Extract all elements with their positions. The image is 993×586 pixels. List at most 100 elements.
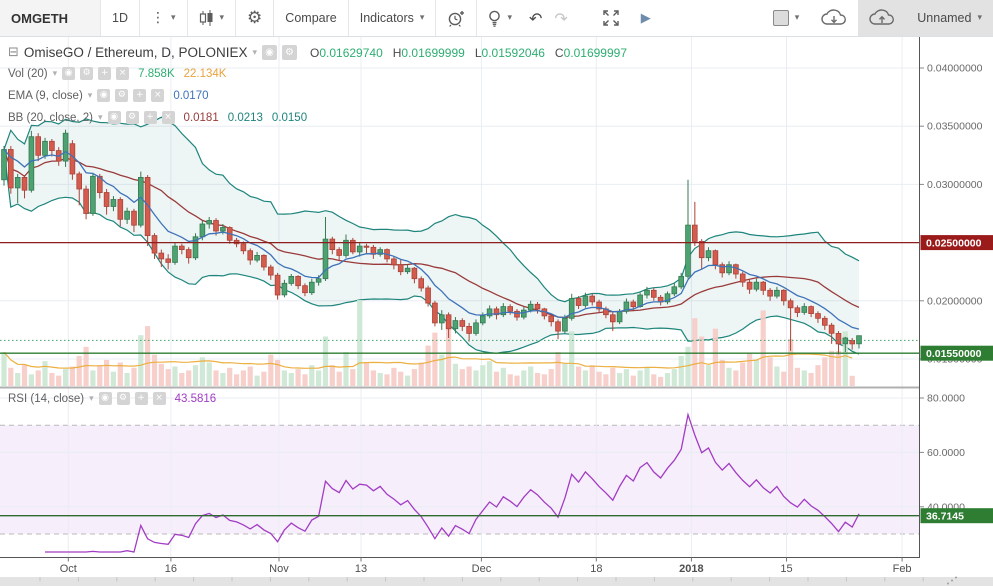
light-bulb-icon xyxy=(489,10,501,27)
svg-text:0.01550000: 0.01550000 xyxy=(926,348,982,360)
rsi-legend: RSI (14, close) ▾ ◉ ⚙ + × 43.5816 xyxy=(8,392,216,405)
chevron-down-icon[interactable]: ▾ xyxy=(52,68,58,79)
toolbar-separator xyxy=(100,0,101,36)
layout-name-button[interactable]: Unnamed ▾ xyxy=(906,0,993,36)
gear-icon[interactable]: ⚙ xyxy=(282,45,297,60)
chevron-down-icon[interactable]: ▾ xyxy=(98,112,103,123)
svg-text:18: 18 xyxy=(590,563,602,575)
bb-lower-value: 0.0150 xyxy=(271,111,308,124)
toolbar-separator xyxy=(235,0,237,36)
gear-icon[interactable]: ⚙ xyxy=(80,67,94,80)
svg-text:60.0000: 60.0000 xyxy=(927,447,965,459)
svg-text:13: 13 xyxy=(355,563,367,575)
close-icon[interactable]: × xyxy=(161,111,175,124)
gear-icon[interactable]: ⚙ xyxy=(116,392,130,405)
themes-button[interactable]: ▾ xyxy=(477,0,523,36)
chevron-down-icon[interactable]: ▾ xyxy=(87,90,93,101)
open-value: 0.01629740 xyxy=(319,45,383,60)
horizontal-scrollbar[interactable] xyxy=(0,576,993,586)
close-icon[interactable]: × xyxy=(152,392,166,405)
svg-text:2018: 2018 xyxy=(679,563,703,575)
gear-icon[interactable]: ⚙ xyxy=(125,111,139,124)
eye-icon[interactable]: ◉ xyxy=(62,67,76,80)
indicator-name[interactable]: Vol (20) xyxy=(8,67,48,80)
indicator-name[interactable]: RSI (14, close) xyxy=(8,392,85,405)
gear-icon: ⚙ xyxy=(247,8,263,28)
interval-menu-button[interactable]: ⋮ ▾ xyxy=(140,0,187,36)
close-value: 0.01699997 xyxy=(563,45,627,60)
ema-legend: EMA (9, close) ▾ ◉ ⚙ + × 0.0170 xyxy=(8,89,209,102)
layout-grid-icon xyxy=(772,10,789,26)
interval-button[interactable]: 1D xyxy=(112,11,128,25)
layout-save-panel: Unnamed ▾ xyxy=(858,0,993,36)
toolbar-separator xyxy=(273,0,275,36)
toolbar-separator xyxy=(347,0,349,36)
ohlc-values: O0.01629740 H0.01699999 L0.01592046 C0.0… xyxy=(310,45,627,60)
time-axis[interactable] xyxy=(0,556,920,576)
eye-icon[interactable]: ◉ xyxy=(97,89,111,102)
chevron-down-icon[interactable]: ▾ xyxy=(89,393,94,404)
eye-icon[interactable]: ◉ xyxy=(107,111,121,124)
indicators-label: Indicators xyxy=(359,11,414,25)
svg-text:0.03000000: 0.03000000 xyxy=(927,179,983,191)
series-title[interactable]: OmiseGO / Ethereum, D, POLONIEX xyxy=(23,45,248,60)
layout-name-label: Unnamed xyxy=(917,11,972,25)
plus-icon[interactable]: + xyxy=(98,67,112,80)
candlestick-style-icon xyxy=(199,10,213,26)
eye-icon[interactable]: ◉ xyxy=(262,45,277,60)
plus-icon[interactable]: + xyxy=(143,111,157,124)
plus-icon[interactable]: + xyxy=(133,89,147,102)
indicators-button[interactable]: Indicators ▾ xyxy=(349,0,436,36)
svg-text:16: 16 xyxy=(165,563,177,575)
svg-text:36.7145: 36.7145 xyxy=(926,511,964,523)
svg-text:Dec: Dec xyxy=(472,563,492,575)
cloud-upload-icon xyxy=(869,9,895,25)
chevron-down-icon: ▾ xyxy=(170,13,176,23)
chevron-down-icon: ▾ xyxy=(977,13,982,23)
save-layout-button[interactable] xyxy=(858,0,906,36)
fullscreen-icon xyxy=(603,10,619,26)
indicator-name[interactable]: BB (20, close, 2) xyxy=(8,111,94,124)
svg-text:Feb: Feb xyxy=(893,563,912,575)
svg-text:Nov: Nov xyxy=(269,563,289,575)
layout-select-button[interactable]: ▾ xyxy=(762,0,811,36)
toolbar-separator xyxy=(186,0,188,36)
plus-icon[interactable]: + xyxy=(134,392,148,405)
eye-icon[interactable]: ◉ xyxy=(98,392,112,405)
close-icon[interactable]: × xyxy=(151,89,165,102)
redo-button[interactable]: ↷ xyxy=(554,8,568,28)
alarm-clock-plus-icon xyxy=(449,10,465,27)
cloud-download-icon xyxy=(821,9,847,25)
chart-properties-button[interactable]: ⚙ xyxy=(236,0,273,36)
svg-text:0.02000000: 0.02000000 xyxy=(927,295,983,307)
price-axis[interactable] xyxy=(920,36,993,558)
volume-value: 7.858K xyxy=(138,67,175,80)
collapse-pane-icon[interactable]: ⊟ xyxy=(8,45,19,60)
main-series-legend: ⊟ OmiseGO / Ethereum, D, POLONIEX ▾ ◉ ⚙ … xyxy=(8,45,627,60)
add-alert-button[interactable] xyxy=(436,0,476,36)
symbol-input[interactable]: OMGETH xyxy=(0,0,100,36)
bb-upper-value: 0.0213 xyxy=(227,111,263,124)
close-icon[interactable]: × xyxy=(116,67,130,80)
fullscreen-button[interactable] xyxy=(592,0,630,36)
replay-button[interactable]: ▶ xyxy=(640,10,651,26)
svg-text:0.04000000: 0.04000000 xyxy=(927,63,983,75)
gear-icon[interactable]: ⚙ xyxy=(115,89,129,102)
chart-style-button[interactable]: ▾ xyxy=(188,0,236,36)
svg-text:15: 15 xyxy=(780,563,792,575)
high-value: 0.01699999 xyxy=(401,45,465,60)
compare-button[interactable]: Compare xyxy=(285,11,337,25)
chevron-down-icon[interactable]: ▾ xyxy=(252,47,257,58)
dots-menu-icon: ⋮ xyxy=(150,10,165,26)
chevron-down-icon: ▾ xyxy=(419,13,425,23)
top-toolbar: OMGETH 1D ⋮ ▾ ▾ ⚙ Compare Indicators ▾ xyxy=(0,0,993,37)
chevron-down-icon: ▾ xyxy=(507,13,512,23)
bb-legend: BB (20, close, 2) ▾ ◉ ⚙ + × 0.0181 0.021… xyxy=(8,111,307,124)
low-value: 0.01592046 xyxy=(481,45,545,60)
indicator-name[interactable]: EMA (9, close) xyxy=(8,89,83,102)
chevron-down-icon: ▾ xyxy=(794,13,800,23)
undo-button[interactable]: ↶ xyxy=(528,8,543,28)
load-layout-button[interactable] xyxy=(810,0,858,36)
